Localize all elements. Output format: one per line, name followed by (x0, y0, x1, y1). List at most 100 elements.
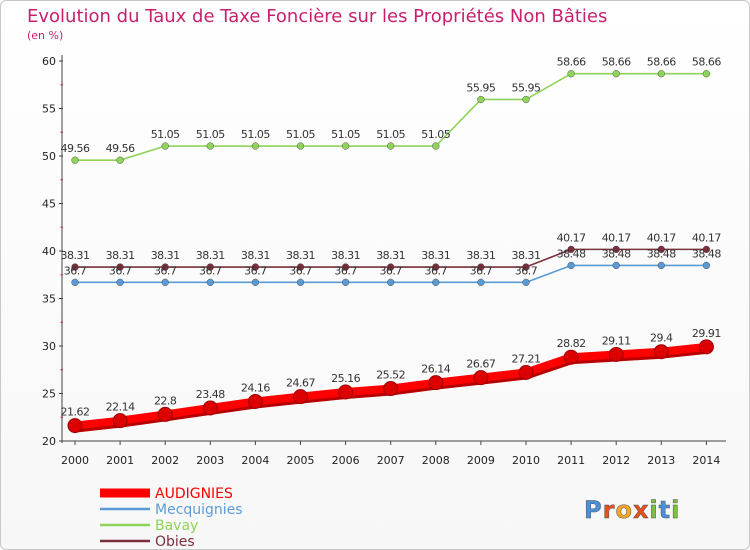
data-point (612, 245, 620, 253)
x-tick-label: 2003 (196, 454, 224, 467)
x-tick-label: 2013 (647, 454, 675, 467)
data-point (612, 70, 620, 78)
data-point (296, 263, 305, 271)
data-label: 40.17 (557, 231, 586, 244)
data-point (522, 263, 530, 271)
data-point (383, 381, 399, 397)
x-tick-label: 2005 (287, 454, 315, 467)
data-point (477, 278, 485, 286)
data-label: 40.17 (647, 231, 676, 244)
data-point (432, 263, 440, 271)
data-label: 25.16 (331, 372, 360, 385)
data-label: 40.17 (602, 231, 631, 244)
x-tick-label: 2006 (332, 454, 360, 467)
data-point (342, 142, 350, 150)
x-tick-label: 2010 (512, 454, 540, 467)
data-label: 36.7 (244, 264, 267, 277)
y-tick-label: 30 (42, 340, 56, 353)
data-label: 55.95 (466, 81, 495, 94)
data-label: 51.05 (241, 128, 270, 141)
data-point (698, 339, 714, 355)
data-point (161, 142, 169, 150)
data-label: 51.05 (376, 128, 405, 141)
series-bavay: 49.56 49.56 51.05 51.05 51.05 51.05 51.05 51.05… (61, 56, 722, 164)
data-point (563, 349, 579, 365)
data-label: 49.56 (106, 142, 135, 155)
data-point (161, 278, 169, 286)
data-point (157, 406, 173, 422)
data-label: 58.66 (647, 56, 676, 69)
data-label: 27.21 (512, 353, 541, 366)
data-label: 36.7 (109, 264, 132, 277)
data-point (247, 393, 263, 409)
data-point (342, 263, 350, 271)
data-label: 38.31 (376, 249, 405, 262)
data-label: 25.52 (376, 369, 405, 382)
data-label: 51.05 (286, 128, 315, 141)
data-label: 58.66 (557, 56, 586, 69)
data-point (612, 261, 620, 270)
data-label: 38.31 (151, 249, 180, 262)
data-point (567, 70, 575, 78)
y-tick-label: 20 (42, 435, 56, 448)
data-label: 40.17 (692, 231, 721, 244)
series-audignies: 21.62 22.14 22.8 23.48 24.16 24.67 25.16 25.52 2… (61, 327, 721, 434)
data-point (657, 70, 665, 78)
x-tick-label: 2007 (377, 454, 405, 467)
data-label: 51.05 (421, 128, 450, 141)
data-point (116, 156, 124, 164)
x-tick-label: 2001 (106, 454, 134, 467)
data-point (71, 278, 79, 286)
data-label: 38.31 (196, 249, 225, 262)
series-group: 49.56 49.56 51.05 51.05 51.05 51.05 51.05 51.05… (61, 56, 722, 434)
x-tick-label: 2014 (692, 454, 720, 467)
data-label: 24.16 (241, 381, 270, 394)
proxiti-logo: Proxiti (584, 496, 680, 525)
chart-subtitle: (en %) (27, 29, 63, 42)
data-point (161, 263, 169, 271)
y-tick-label: 40 (42, 245, 56, 258)
data-point (567, 245, 575, 253)
data-label: 22.8 (154, 394, 177, 407)
data-point (342, 278, 350, 286)
data-point (71, 263, 79, 271)
data-point (653, 344, 669, 360)
x-tick-label: 2002 (151, 454, 179, 467)
data-point (608, 346, 624, 362)
x-tick-label: 2004 (241, 454, 269, 467)
data-label: 38.31 (61, 249, 90, 262)
logo-letter: i (671, 496, 680, 524)
data-label: 29.91 (692, 327, 721, 340)
data-point (432, 278, 440, 286)
data-point (428, 375, 444, 391)
data-point (112, 413, 128, 429)
data-point (251, 278, 260, 286)
data-label: 58.66 (692, 56, 721, 69)
data-point (206, 263, 214, 271)
data-point (522, 95, 530, 104)
data-point (473, 370, 489, 386)
data-label: 36.7 (379, 264, 402, 277)
y-tick-label: 50 (42, 150, 56, 163)
data-point (202, 400, 218, 416)
y-tick-label: 35 (42, 293, 56, 306)
data-label: 38.48 (557, 247, 586, 260)
data-point (518, 365, 534, 381)
data-label: 38.31 (512, 249, 541, 262)
data-label: 51.05 (196, 128, 225, 141)
data-label: 36.7 (515, 264, 538, 277)
x-tick-label: 2009 (467, 454, 495, 467)
data-point (702, 70, 711, 78)
data-label: 38.48 (692, 247, 721, 260)
data-label: 38.48 (602, 247, 631, 260)
data-label: 23.48 (196, 388, 225, 401)
data-label: 36.7 (154, 264, 177, 277)
data-label: 58.66 (602, 56, 631, 69)
data-label: 38.31 (466, 249, 495, 262)
x-tick-label: 2011 (557, 454, 585, 467)
data-point (67, 418, 83, 434)
data-point (387, 278, 395, 286)
